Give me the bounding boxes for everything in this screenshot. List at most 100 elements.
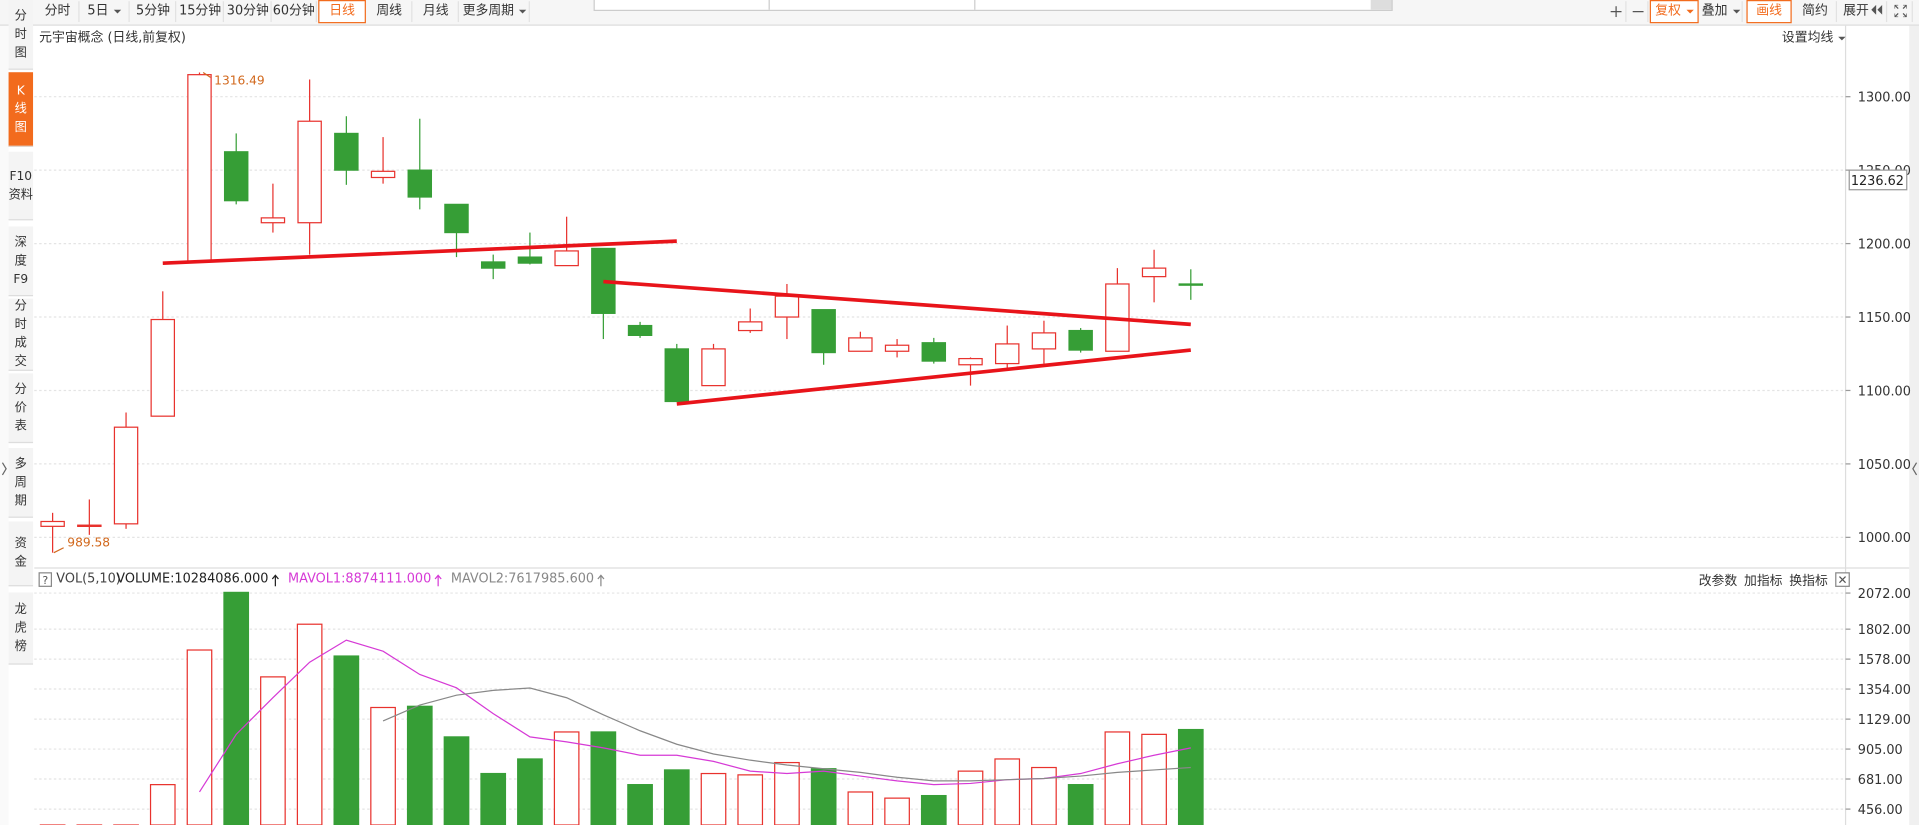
side-label[interactable]: F10资料 — [8, 169, 34, 202]
toolbar: 分时 5日 5分钟 15分钟 30分钟 60分钟 日线 周线 月线 更多周期 复… — [0, 0, 1919, 26]
volume-bar — [627, 784, 653, 825]
volume-bar — [223, 591, 250, 825]
side-label[interactable]: 分时成交 — [14, 299, 27, 369]
volume-bar — [186, 649, 213, 825]
side-label[interactable]: 多周期 — [14, 457, 27, 508]
side-tab[interactable]: 分时图 — [8, 0, 34, 70]
period-tab[interactable]: 周线 — [367, 1, 413, 23]
collapse-arrow[interactable] — [1, 462, 7, 476]
indicator-button[interactable]: 换指标 — [1789, 574, 1828, 589]
price-panel: 1300.001250.001200.001150.001100.001050.… — [34, 71, 1911, 554]
candle-body — [223, 151, 249, 202]
side-label[interactable]: 深度F9 — [13, 235, 29, 286]
help[interactable]: ? — [42, 574, 48, 587]
zoom-out[interactable] — [1628, 1, 1649, 23]
fullscreen[interactable] — [1890, 1, 1913, 23]
expand-button[interactable]: 展开 — [1839, 1, 1888, 23]
candle-body — [737, 321, 763, 332]
side-tab[interactable]: F10资料 — [8, 151, 34, 221]
trend-line[interactable] — [603, 279, 1191, 327]
right-strip — [1909, 24, 1919, 825]
period-tab[interactable]: 15分钟 — [177, 1, 224, 23]
side-label[interactable]: 资金 — [14, 537, 27, 570]
candle-body — [334, 132, 359, 171]
y-tick-label: 1300.00 — [1858, 91, 1911, 106]
period-tab[interactable]: 30分钟 — [225, 1, 272, 23]
trend-lines[interactable] — [162, 239, 1191, 406]
trend-line[interactable] — [676, 348, 1191, 406]
zoom-in[interactable] — [1606, 1, 1627, 23]
simple-button[interactable]: 简约 — [1794, 1, 1837, 23]
expand-label[interactable]: 展开 — [1843, 3, 1869, 19]
side-tab[interactable]: 分时成交 — [8, 298, 34, 371]
candle-body — [370, 170, 396, 179]
volume-bar — [333, 655, 360, 825]
period-tab[interactable]: 更多周期 — [460, 1, 530, 23]
volume-bar — [957, 770, 984, 825]
overlay-button[interactable]: 叠加 — [1700, 1, 1743, 23]
candle-body — [884, 344, 910, 352]
volume-bar — [553, 731, 580, 825]
side-tab[interactable]: 资金 — [8, 521, 34, 587]
period-tab[interactable]: 日线 — [318, 0, 366, 24]
candle-body — [113, 426, 139, 525]
period-tab[interactable]: 5分钟 — [131, 1, 177, 23]
side-label[interactable]: K线图 — [14, 83, 27, 135]
period-tab[interactable]: 5日 — [80, 1, 130, 23]
side-tab[interactable]: 多周期 — [8, 447, 34, 518]
volume-bar — [847, 791, 874, 825]
expand-arrow[interactable] — [1912, 462, 1918, 476]
ma-line — [382, 687, 1191, 782]
side-tab[interactable]: 龙虎榜 — [8, 592, 34, 665]
volume-bar — [1177, 728, 1204, 825]
volume-bar — [810, 768, 837, 825]
side-tab[interactable]: 深度F9 — [8, 226, 34, 297]
indicator-button[interactable]: 改参数 — [1698, 574, 1738, 589]
side-tab[interactable]: 分价表 — [8, 373, 34, 444]
volume-bar — [700, 772, 727, 825]
volume-bar — [994, 758, 1021, 825]
adjust-button[interactable]: 复权 — [1649, 0, 1699, 24]
side-label[interactable]: 分价表 — [14, 382, 27, 433]
volume-bar — [1067, 784, 1094, 825]
candle-body — [480, 261, 506, 269]
volume-bar — [480, 772, 507, 825]
volume-bar — [737, 774, 764, 825]
candle-body — [774, 295, 800, 318]
panel-title: 元宇宙概念 (日线,前复权) — [39, 30, 186, 46]
y-tick-label: 1354.00 — [1858, 683, 1911, 698]
indicator-name: VOL(5,10) — [56, 571, 121, 587]
period-tab[interactable]: 月线 — [414, 1, 459, 23]
ma-setting[interactable]: 设置均线 — [1782, 28, 1846, 46]
volume-bar — [517, 758, 543, 825]
volume-bar — [149, 784, 176, 825]
volume-bar — [260, 676, 286, 825]
volume-bar — [774, 761, 800, 825]
close-icon[interactable] — [1839, 576, 1846, 584]
candle-body — [77, 524, 102, 527]
volume-bar — [406, 705, 433, 825]
draw-button[interactable]: 画线 — [1746, 0, 1792, 24]
legend-entry: VOLUME:10284086.000 — [116, 571, 269, 587]
indicator-button[interactable]: 加指标 — [1743, 574, 1783, 589]
volume-bar — [443, 736, 470, 825]
y-tick-label: 1200.00 — [1858, 237, 1911, 252]
search-box[interactable] — [593, 0, 1393, 12]
help-box[interactable] — [38, 572, 53, 587]
side-label[interactable]: 龙虎榜 — [14, 602, 27, 654]
volume-marks — [39, 591, 1204, 825]
trend-line[interactable] — [162, 239, 677, 266]
side-label[interactable]: 分时图 — [14, 9, 27, 60]
candle-body — [848, 337, 873, 352]
side-tab[interactable]: K线图 — [8, 72, 34, 147]
period-tab[interactable]: 60分钟 — [272, 1, 317, 23]
volume-bar — [1031, 766, 1057, 825]
candle-body — [664, 348, 690, 403]
y-tick-label: 1802.00 — [1858, 623, 1911, 638]
period-tab[interactable]: 分时 — [37, 1, 80, 23]
candle-body — [627, 324, 653, 336]
y-tick-label: 681.00 — [1858, 773, 1903, 788]
volume-bar — [663, 769, 690, 825]
